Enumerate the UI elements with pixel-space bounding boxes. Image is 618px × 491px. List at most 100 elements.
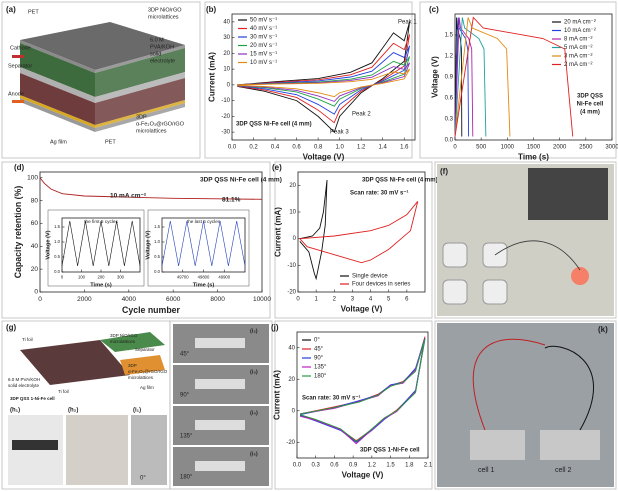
device (442, 279, 468, 305)
x-axis-label: Voltage (V) (303, 153, 345, 162)
annotation: Ni-Fe cell (577, 102, 604, 108)
y-tick-label: 1.5 (445, 33, 454, 39)
x-tick-label: 1.2 (357, 145, 366, 151)
legend-label: 0° (314, 338, 320, 344)
x-tick-label: 10000 (253, 296, 271, 303)
x-tick-label: 0 (453, 145, 457, 151)
series-line (299, 338, 426, 443)
legend-label: 135° (314, 365, 327, 371)
data-line (61, 220, 141, 267)
legend-label: Single device (352, 274, 388, 280)
annotation: 3DP QSS (577, 94, 603, 100)
x-tick-label: 0.8 (314, 145, 323, 151)
x-tick-label: 1.8 (405, 463, 414, 469)
plot-frame (297, 171, 426, 293)
x-tick-label: 1.4 (379, 145, 388, 151)
x-tick-label: 5 (387, 297, 391, 303)
legend-label: 10 mA cm⁻² (564, 28, 596, 34)
panel-label: (j) (271, 323, 279, 332)
x-tick-label: 6 (405, 297, 409, 303)
tab (12, 55, 24, 58)
x-axis-label: Time (s) (193, 282, 215, 288)
label: microlattices (128, 375, 154, 380)
x-tick-label: 200 (98, 274, 106, 279)
y-tick-label: 1.5 (54, 224, 60, 229)
annotation: 3DP QSS Ni-Fe cell (4 mm) (362, 178, 438, 184)
annotation: Peak 2 (352, 112, 371, 118)
label: 0° (140, 476, 146, 482)
label: microlattices (148, 14, 179, 20)
y-tick-label: 0 (34, 289, 38, 296)
device (195, 338, 245, 348)
x-tick-label: 2500 (579, 145, 593, 151)
label: 3DP (128, 363, 137, 368)
y-tick-label: -20 (286, 440, 295, 446)
panel-frame (419, 1, 617, 159)
label: Anode (8, 91, 24, 97)
panel-frame (1, 1, 201, 159)
layer (95, 78, 185, 125)
x-tick-label: 0.0 (293, 463, 302, 469)
label: (i₁) (133, 408, 141, 414)
y-tick-label: 100 (27, 174, 38, 181)
label: 135° (180, 434, 193, 440)
layer (95, 103, 185, 132)
panel-frame (434, 161, 617, 319)
label: cell 2 (555, 467, 571, 474)
tab (12, 100, 24, 103)
annotation: Peak 3 (330, 130, 349, 136)
label: 3DP NiO/rGO (148, 7, 182, 13)
inset-bg (47, 209, 145, 287)
series-line (237, 62, 411, 102)
x-tick-label: 300 (117, 274, 125, 279)
plot-frame (39, 171, 263, 293)
x-tick-label: 4 (369, 297, 373, 303)
x-tick-label: 0.3 (312, 463, 321, 469)
series-line (454, 17, 511, 137)
x-tick-label: 3000 (605, 145, 618, 151)
x-tick-label: 0.6 (292, 145, 301, 151)
x-tick-label: 1.0 (335, 145, 344, 151)
label: solid electrolyte (8, 383, 40, 388)
y-tick-label: -10 (221, 98, 230, 104)
layer (20, 40, 95, 73)
layer (95, 100, 185, 128)
device (482, 279, 508, 305)
x-tick-label: 2000 (553, 145, 567, 151)
layer (95, 48, 185, 97)
label: 3DP NiO/rGO (110, 333, 138, 338)
label: Ag film (140, 385, 154, 390)
y-tick-label: 40 (223, 19, 230, 25)
y-tick-label: 0.5 (154, 254, 160, 259)
annotation: Peak 1 (398, 20, 417, 26)
annotation: 3DP QSS Ni-Fe cell (4 mm) (236, 122, 312, 128)
x-tick-label: 4000 (122, 296, 137, 303)
x-axis-label: Cycle number (122, 305, 181, 315)
g-orange (120, 355, 165, 375)
label: (h₁) (10, 408, 20, 414)
y-tick-label: 0.0 (154, 269, 160, 274)
layer (20, 95, 95, 128)
x-tick-label: 0.0 (228, 145, 237, 151)
x-tick-label: 1.2 (368, 463, 377, 469)
y-tick-label: 0.0 (445, 138, 454, 144)
panel-frame (1, 161, 271, 319)
y-axis-label: Voltage (V) (46, 230, 52, 259)
y-tick-label: 10 (289, 210, 296, 216)
panel-label: (d) (14, 163, 25, 172)
x-tick-label: 0.2 (249, 145, 258, 151)
label: (f) (440, 167, 448, 176)
y-axis-label: Current (mA) (207, 52, 216, 102)
x-axis-label: Voltage (V) (342, 471, 384, 480)
panel-frame (274, 320, 433, 490)
legend-label: 40 mV s⁻¹ (250, 26, 277, 32)
label: 45° (180, 352, 190, 358)
led (571, 267, 589, 285)
y-tick-label: 40 (31, 243, 39, 250)
x-tick-label: 49700 (177, 274, 189, 279)
y-tick-label: 0.0 (54, 269, 60, 274)
series-line (237, 68, 411, 98)
annotation: 81.1% (222, 197, 241, 204)
y-tick-label: 30 (223, 35, 230, 41)
